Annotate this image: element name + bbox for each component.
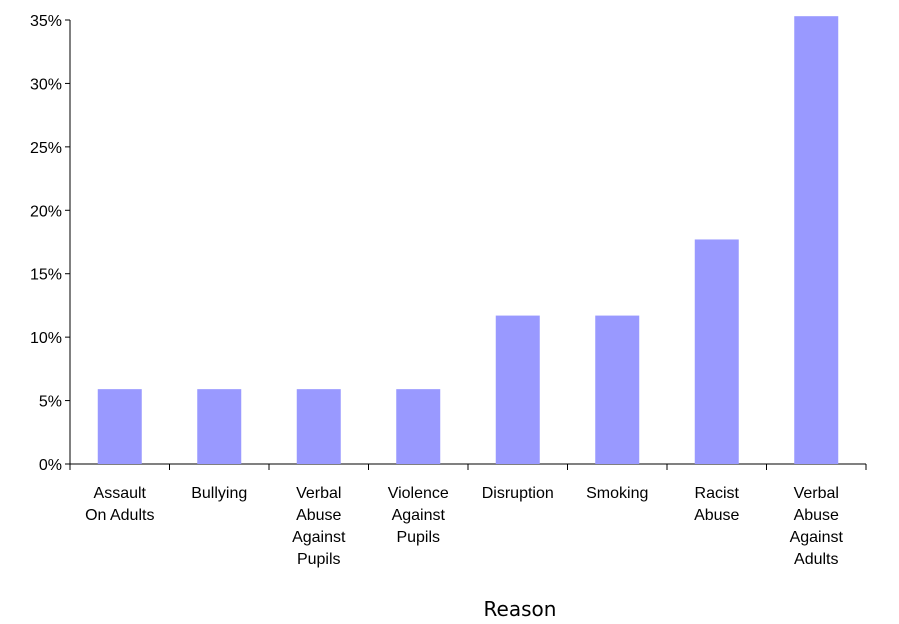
y-tick-label: 5% <box>39 394 62 411</box>
y-axis: 0% 5% 10% 15% 20% 25% 30% 35% <box>30 13 71 474</box>
x-tick-label: Verbal Abuse Against Adults <box>790 485 844 568</box>
x-tick-label: Racist Abuse <box>694 485 739 524</box>
bar <box>396 389 441 464</box>
x-tick-label: Disruption <box>482 485 554 502</box>
bar <box>794 16 839 465</box>
y-tick-label: 15% <box>30 267 62 284</box>
bars <box>97 16 839 465</box>
y-tick-label: 35% <box>30 13 62 30</box>
y-tick-label: 25% <box>30 140 62 157</box>
y-tick-label: 10% <box>30 330 62 347</box>
category-labels: Assault On Adults Bullying Verbal Abuse Again… <box>85 485 843 568</box>
x-tick-label: Violence Against Pupils <box>388 485 449 546</box>
y-tick-label: 20% <box>30 203 62 220</box>
x-axis-title: Reason <box>484 597 557 621</box>
bar <box>97 389 142 464</box>
bar <box>197 389 242 464</box>
bar <box>595 315 640 464</box>
bar <box>694 239 739 464</box>
x-tick-label: Bullying <box>191 485 247 502</box>
y-tick-label: 30% <box>30 76 62 93</box>
bar <box>296 389 341 464</box>
bar <box>495 315 540 464</box>
x-tick-label: Smoking <box>586 485 648 502</box>
x-tick-label: Assault On Adults <box>85 485 154 524</box>
y-tick-label: 0% <box>39 457 62 474</box>
x-axis <box>69 463 867 470</box>
x-tick-label: Verbal Abuse Against Pupils <box>292 485 346 568</box>
